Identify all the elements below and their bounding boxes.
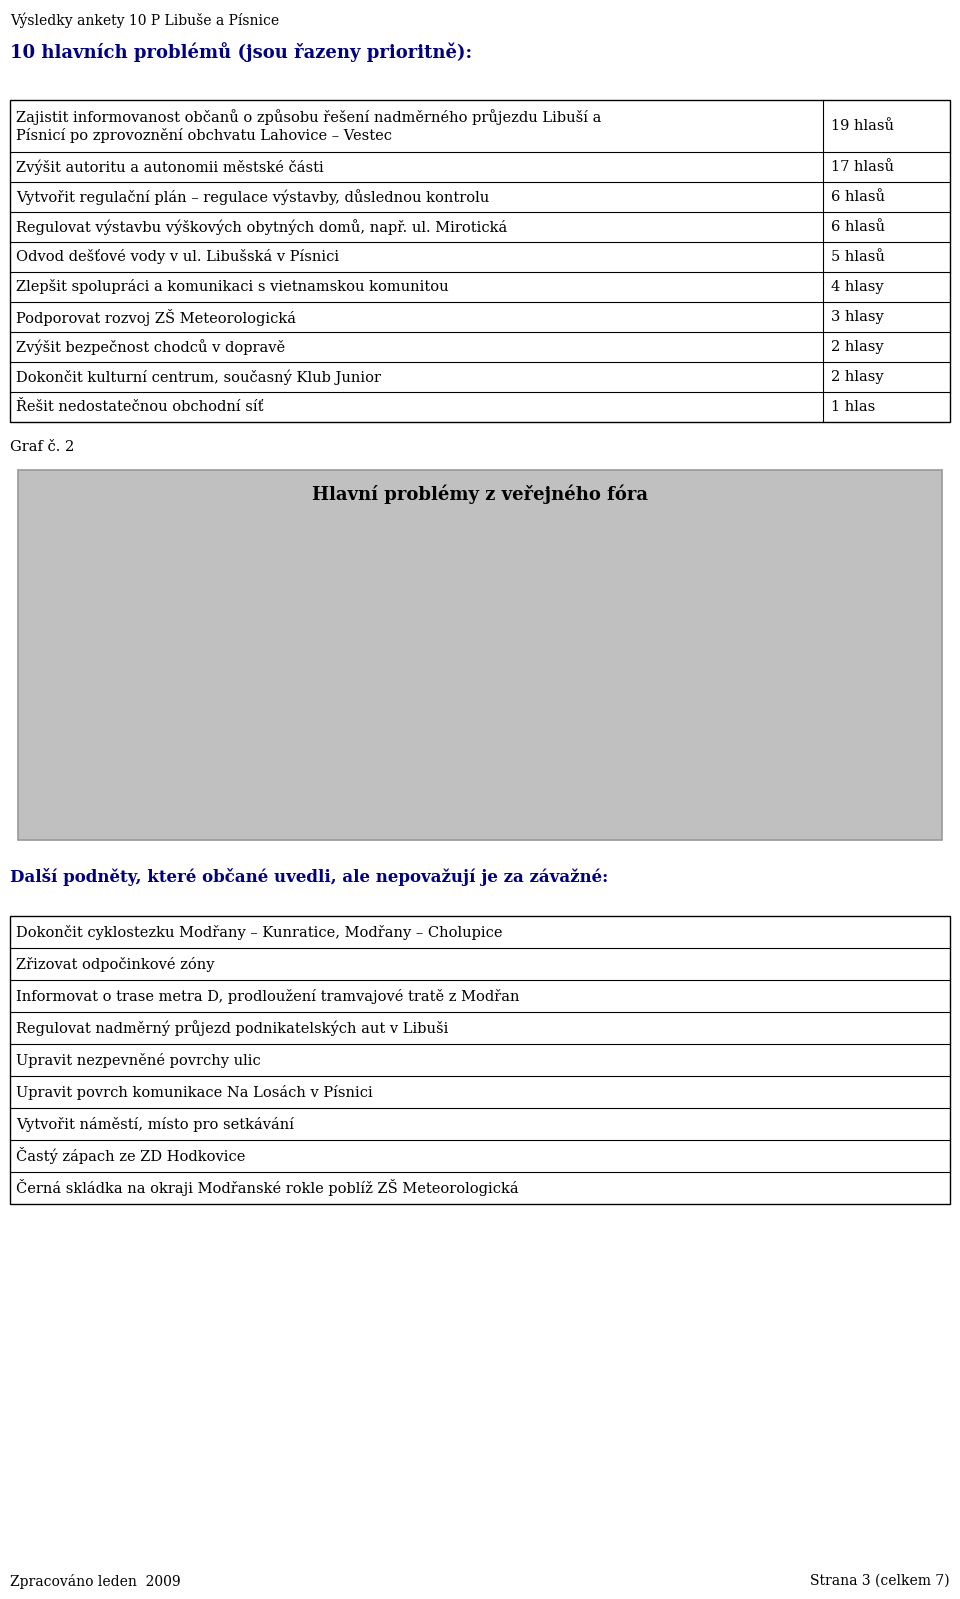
Text: Zajistit informovanost občanů o způsobu řešení nadměrného průjezdu Libuší a
Písn: Zajistit informovanost občanů o způsobu … [16,109,601,144]
Text: 19: 19 [175,524,192,539]
Text: 6 hlasů: 6 hlasů [831,221,885,233]
Text: 2 hlasy: 2 hlasy [831,369,883,384]
Text: Upravit povrch komunikace Na Losách v Písnici: Upravit povrch komunikace Na Losách v Pí… [16,1084,372,1100]
Text: Upravit nezpevněné povrchy ulic: Upravit nezpevněné povrchy ulic [16,1052,261,1068]
Text: Vytvořit náměstí, místo pro setkávání: Vytvořit náměstí, místo pro setkávání [16,1116,294,1132]
Text: Hlavní problémy z veřejného fóra: Hlavní problémy z veřejného fóra [312,484,648,504]
Text: Zvýšit bezpečnost chodců v dopravě: Zvýšit bezpečnost chodců v dopravě [16,339,285,355]
Text: Graf č. 2: Graf č. 2 [10,440,74,454]
Text: 17: 17 [390,544,408,558]
Text: Regulovat výstavbu výškových obytných domů, např. ul. Mirotická: Regulovat výstavbu výškových obytných do… [16,219,507,235]
Text: Vytvořit regulační plán – regulace výstavby, důslednou kontrolu: Vytvořit regulační plán – regulace výsta… [16,189,490,205]
Text: 6 hlasů: 6 hlasů [831,190,885,205]
Text: Podporovat rozvoj ZŠ Meteorologická: Podporovat rozvoj ZŠ Meteorologická [16,309,296,326]
Text: Řešit nedostatečnou obchodní síť: Řešit nedostatečnou obchodní síť [16,400,263,414]
Text: Častý zápach ze ZD Hodkovice: Častý zápach ze ZD Hodkovice [16,1148,246,1164]
Text: Dokončit cyklostezku Modřany – Kunratice, Modřany – Cholupice: Dokončit cyklostezku Modřany – Kunratice… [16,924,502,940]
Text: Zlepšit spolupráci a komunikaci s vietnamskou komunitou: Zlepšit spolupráci a komunikaci s vietna… [16,280,448,294]
Text: 17 hlasů: 17 hlasů [831,160,894,174]
Text: 6: 6 [826,651,834,665]
Text: Odvod dešťové vody v ul. Libušská v Písnici: Odvod dešťové vody v ul. Libušská v Písn… [16,249,339,264]
Text: Další podněty, které občané uvedli, ale nepovažují je za závažné:: Další podněty, které občané uvedli, ale … [10,868,609,886]
Bar [555,667,673,724]
Text: Dokončit kulturní centrum, současný Klub Junior: Dokončit kulturní centrum, současný Klub… [16,369,381,385]
Text: Regulovat nadměrný průjezd podnikatelských aut v Libuši: Regulovat nadměrný průjezd podnikatelský… [16,1020,448,1036]
Text: 4 hlasy: 4 hlasy [831,280,883,294]
Bar [124,542,243,724]
Text: 2 hlasy: 2 hlasy [831,341,883,353]
Text: 10 hlavních problémů (jsou řazeny prioritně):: 10 hlavních problémů (jsou řazeny priori… [10,42,472,62]
Text: 1 hlas: 1 hlas [831,400,876,414]
Text: 5 hlasů: 5 hlasů [831,249,885,264]
Text: Výsledky ankety 10 P Libuše a Písnice: Výsledky ankety 10 P Libuše a Písnice [10,13,279,27]
Text: Zvýšit autoritu a autonomii městské části: Zvýšit autoritu a autonomii městské část… [16,160,324,174]
Text: Strana 3 (celkem 7): Strana 3 (celkem 7) [810,1573,950,1588]
Text: Informovat o trase metra D, prodloužení tramvajové tratě z Modřan: Informovat o trase metra D, prodloužení … [16,988,519,1004]
Text: Zřizovat odpočinkové zóny: Zřizovat odpočinkové zóny [16,956,214,972]
Bar [770,667,889,724]
Text: 3 hlasy: 3 hlasy [831,310,884,325]
Bar [340,561,458,724]
Text: 6: 6 [610,651,618,665]
Text: Černá skládka na okraji Modřanské rokle poblíž ZŠ Meteorologická: Černá skládka na okraji Modřanské rokle … [16,1180,518,1196]
Text: Zpracováno leden  2009: Zpracováno leden 2009 [10,1573,180,1589]
Text: 19 hlasů: 19 hlasů [831,118,894,133]
